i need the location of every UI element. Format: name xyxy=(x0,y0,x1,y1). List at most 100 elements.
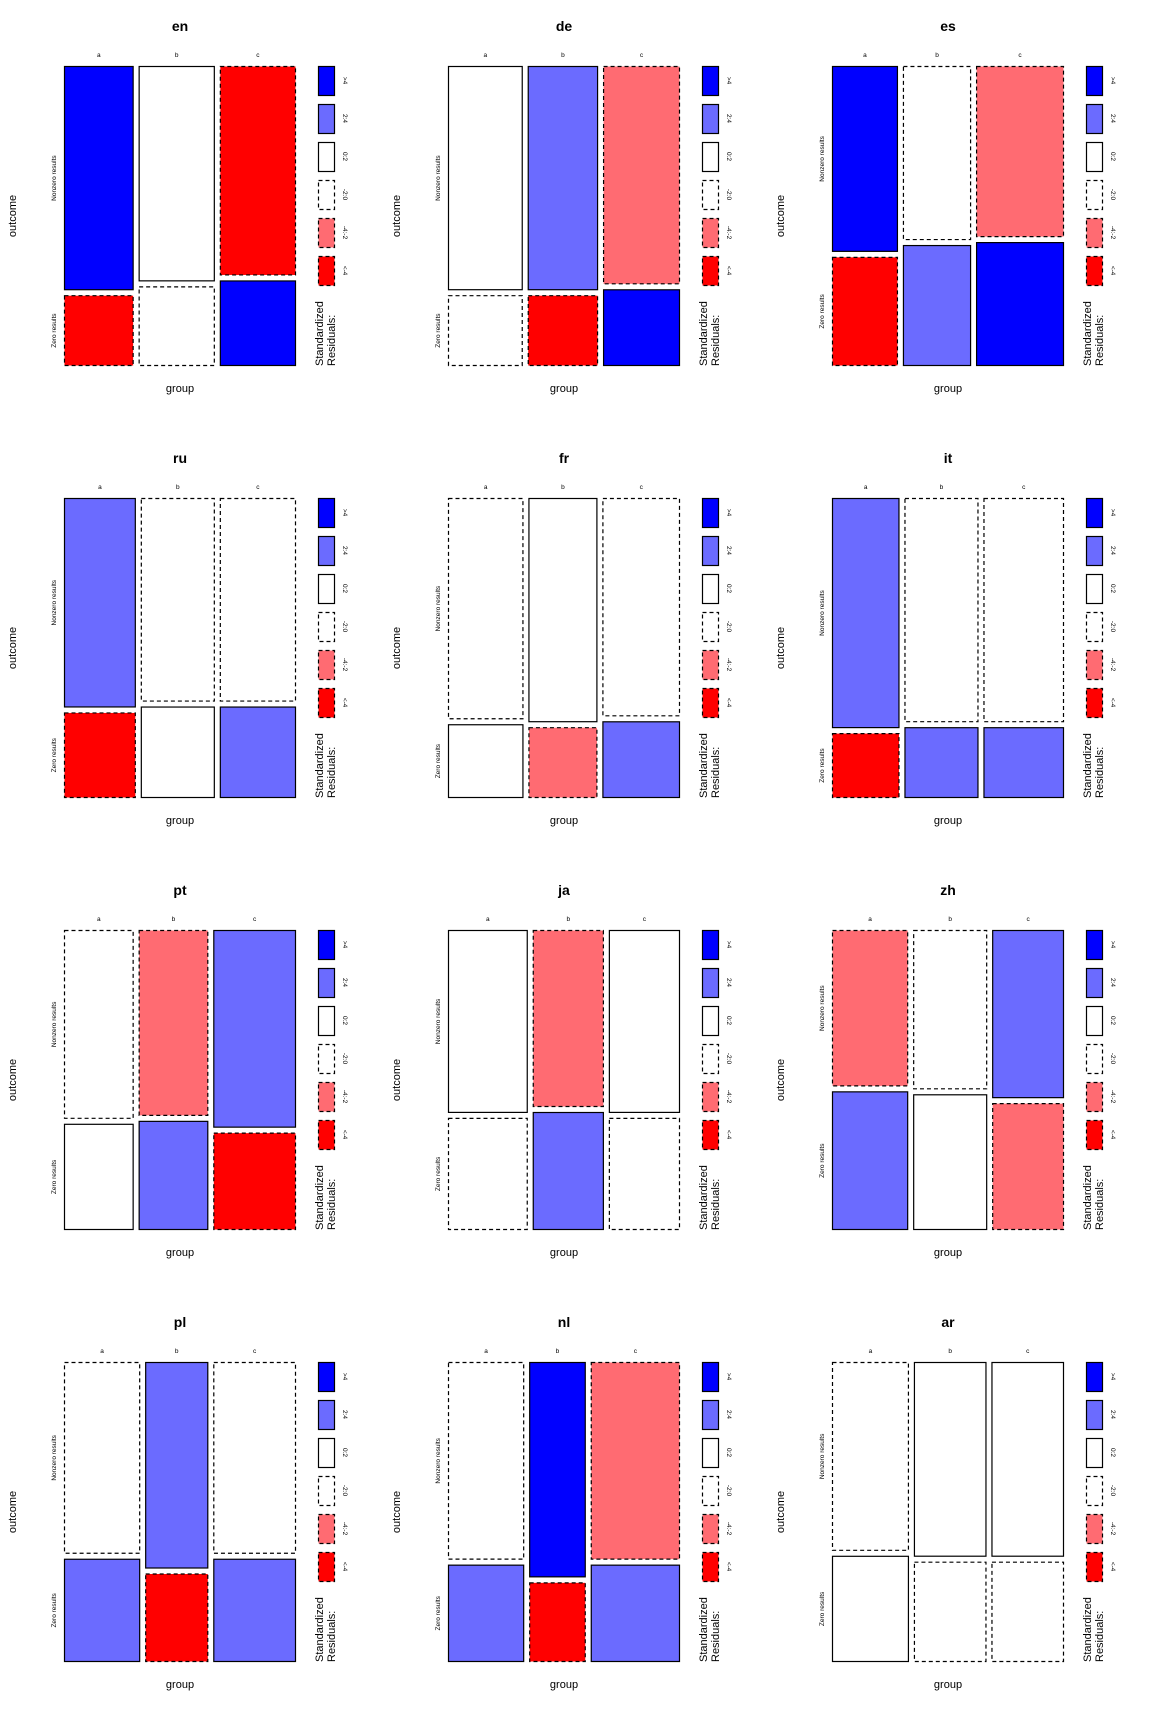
tile-b-zero xyxy=(145,1573,209,1663)
legend-label: 2:4 xyxy=(1109,1410,1116,1419)
y-axis-label: outcome xyxy=(775,1491,787,1533)
residuals-legend: >4 2:4 0:2 -2:0 -4:-2 <-4 Standardized Residual… xyxy=(698,929,732,1230)
y-axis-label: outcome xyxy=(391,1059,403,1101)
tile-a-zero xyxy=(63,1123,134,1231)
legend-label: <-4 xyxy=(1109,266,1116,276)
residuals-legend: >4 2:4 0:2 -2:0 -4:-2 <-4 Standardized Residual… xyxy=(698,65,732,366)
legend-title: Residuals: xyxy=(1094,747,1106,798)
mosaic-chart-ja: ja group outcome a b c Nonzero results Zero res… xyxy=(391,882,732,1259)
legend-label: 0:2 xyxy=(1109,1448,1116,1457)
tile-a-zero xyxy=(447,1117,528,1231)
legend-swatch xyxy=(1085,65,1104,97)
row-label-nonzero: Nonzero results xyxy=(51,1434,58,1480)
legend-swatch xyxy=(1085,929,1104,961)
legend-label: <-4 xyxy=(341,698,348,708)
x-axis-label: group xyxy=(166,1247,194,1259)
tile-c-nonzero xyxy=(602,497,681,717)
y-axis-label: outcome xyxy=(7,1059,19,1101)
legend-label: >4 xyxy=(341,1373,348,1381)
tile-b-nonzero xyxy=(529,1361,586,1578)
residuals-legend: >4 2:4 0:2 -2:0 -4:-2 <-4 Standardized Residual… xyxy=(1082,497,1116,798)
x-axis-label: group xyxy=(934,1247,962,1259)
column-label: c xyxy=(1026,1348,1030,1355)
tile-c-nonzero xyxy=(602,65,681,285)
legend-swatch xyxy=(1085,497,1104,529)
legend-swatch xyxy=(1085,1399,1104,1431)
column-label: b xyxy=(175,52,179,59)
chart-title: it xyxy=(944,450,953,466)
mosaic-chart-fr: fr group outcome a b c Nonzero results Zero res… xyxy=(391,450,732,827)
chart-title: pl xyxy=(174,1314,186,1330)
legend-label: <-4 xyxy=(1109,1562,1116,1572)
y-axis-label: outcome xyxy=(391,1491,403,1533)
legend-label: -2:0 xyxy=(341,1485,348,1497)
row-label-nonzero: Nonzero results xyxy=(819,985,826,1031)
residuals-legend: >4 2:4 0:2 -2:0 -4:-2 <-4 Standardized Residual… xyxy=(1082,1361,1116,1662)
legend-label: <-4 xyxy=(1109,1130,1116,1140)
legend-swatch xyxy=(317,217,336,249)
tile-a-nonzero xyxy=(447,497,524,720)
x-axis-label: group xyxy=(550,383,578,395)
legend-label: -2:0 xyxy=(725,1485,732,1497)
legend-label: 2:4 xyxy=(341,1410,348,1419)
chart-title: ja xyxy=(557,882,570,898)
legend-swatch xyxy=(701,65,720,97)
legend-swatch xyxy=(317,255,336,287)
legend-swatch xyxy=(701,611,720,643)
legend-label: -2:0 xyxy=(341,621,348,633)
legend-swatch xyxy=(701,217,720,249)
row-label-zero: Zero results xyxy=(51,737,58,772)
row-label-zero: Zero results xyxy=(51,1159,58,1194)
tile-a-nonzero xyxy=(447,65,523,291)
residuals-legend: >4 2:4 0:2 -2:0 -4:-2 <-4 Standardized Residual… xyxy=(314,65,348,366)
tile-a-zero xyxy=(831,1091,909,1231)
row-label-nonzero: Nonzero results xyxy=(819,135,826,181)
legend-label: 0:2 xyxy=(1109,584,1116,593)
residuals-legend: >4 2:4 0:2 -2:0 -4:-2 <-4 Standardized Residual… xyxy=(314,929,348,1230)
row-label-nonzero: Nonzero results xyxy=(51,155,58,201)
legend-label: 2:4 xyxy=(1109,978,1116,987)
legend-label: <-4 xyxy=(725,1562,732,1572)
legend-label: >4 xyxy=(341,77,348,85)
column-label: c xyxy=(640,52,644,59)
tile-a-zero xyxy=(447,295,523,367)
tile-b-nonzero xyxy=(138,65,215,282)
legend-swatch xyxy=(317,1513,336,1545)
tile-a-nonzero xyxy=(831,497,900,729)
legend-swatch xyxy=(1085,535,1104,567)
legend-swatch xyxy=(317,967,336,999)
x-axis-label: group xyxy=(934,1679,962,1691)
legend-swatch xyxy=(701,1475,720,1507)
column-label: a xyxy=(97,916,101,923)
legend-label: -4:-2 xyxy=(725,1522,732,1536)
legend-label: <-4 xyxy=(725,698,732,708)
legend-swatch xyxy=(701,141,720,173)
mosaic-chart-ar: ar group outcome a b c Nonzero results Zero res… xyxy=(775,1314,1116,1691)
legend-swatch xyxy=(317,1081,336,1113)
tile-a-zero xyxy=(63,712,136,799)
row-label-zero: Zero results xyxy=(435,1156,442,1191)
tile-a-zero xyxy=(63,295,134,367)
legend-title: Standardized xyxy=(698,733,710,798)
x-axis-label: group xyxy=(166,1679,194,1691)
column-label: c xyxy=(256,52,260,59)
x-axis-label: group xyxy=(166,815,194,827)
column-label: c xyxy=(253,916,257,923)
tile-a-zero xyxy=(447,1564,525,1663)
legend-label: -2:0 xyxy=(341,1053,348,1065)
legend-swatch xyxy=(317,1361,336,1393)
legend-title: Standardized xyxy=(698,1597,710,1662)
legend-swatch xyxy=(317,611,336,643)
row-label-nonzero: Nonzero results xyxy=(819,1433,826,1479)
legend-swatch xyxy=(1085,255,1104,287)
mosaic-chart-zh: zh group outcome a b c Nonzero results Zero res… xyxy=(775,882,1116,1259)
legend-swatch xyxy=(1085,103,1104,135)
legend-label: 0:2 xyxy=(725,1016,732,1025)
legend-label: -4:-2 xyxy=(725,226,732,240)
tile-c-zero xyxy=(590,1564,681,1663)
tile-a-zero xyxy=(63,1558,141,1663)
row-label-zero: Zero results xyxy=(51,1592,58,1627)
legend-label: <-4 xyxy=(1109,698,1116,708)
chart-title: en xyxy=(172,18,188,34)
tile-a-nonzero xyxy=(447,929,528,1113)
